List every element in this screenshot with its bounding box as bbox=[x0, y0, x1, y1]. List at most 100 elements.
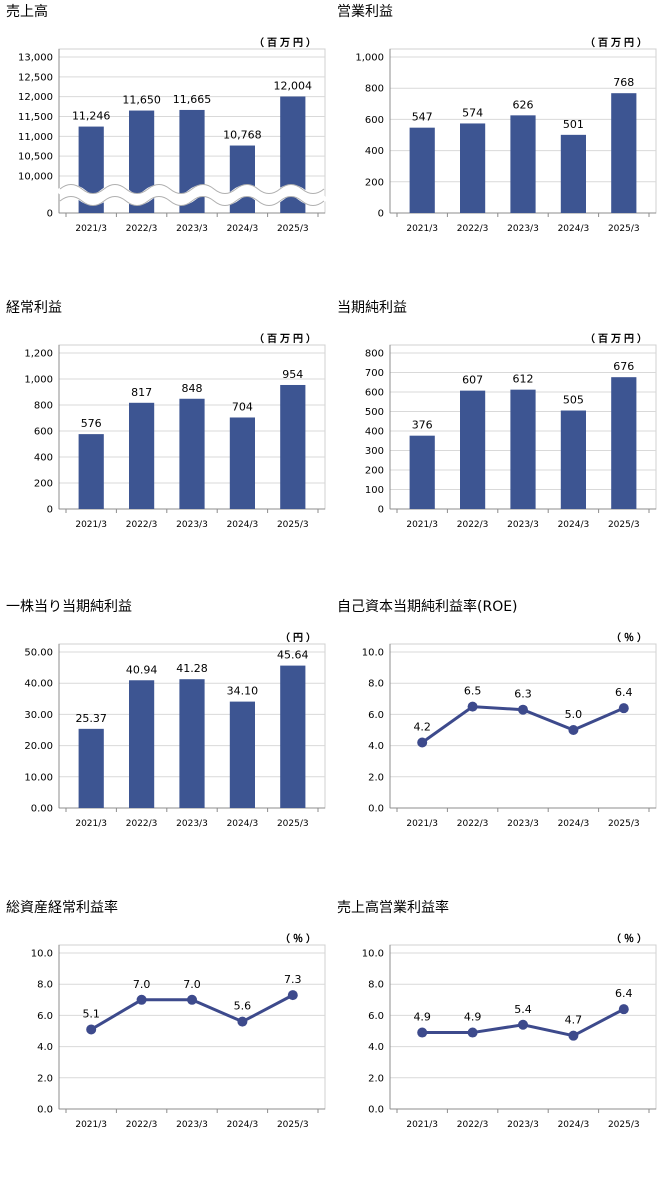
data-label: 817 bbox=[131, 386, 152, 399]
y-tick-label: 12,000 bbox=[18, 92, 53, 103]
y-tick-label: 20.00 bbox=[24, 741, 53, 752]
data-point bbox=[467, 1027, 478, 1038]
axis-break-line bbox=[59, 196, 325, 206]
bar bbox=[78, 434, 104, 509]
bar bbox=[78, 728, 104, 808]
y-tick-label: 8.0 bbox=[368, 980, 384, 991]
data-label: 626 bbox=[513, 98, 534, 111]
chart-plot: 0.0 2.0 4.0 6.0 8.0 10.0 2021/3 2022/3 2023/3 202… bbox=[362, 643, 657, 829]
data-label: 4.7 bbox=[565, 1014, 583, 1027]
x-tick-label: 2024/3 bbox=[227, 1120, 259, 1130]
bar bbox=[409, 127, 435, 213]
axis-break-line bbox=[59, 184, 325, 194]
y-tick-label: 300 bbox=[365, 446, 384, 457]
y-tick-label: 4.0 bbox=[368, 1042, 384, 1053]
x-tick-label: 2023/3 bbox=[507, 1120, 539, 1130]
data-point bbox=[86, 1024, 97, 1035]
y-tick-label: 10.0 bbox=[362, 949, 384, 960]
data-label: 954 bbox=[282, 368, 303, 381]
x-tick-label: 2023/3 bbox=[176, 520, 208, 530]
chart-unit-label: （百万円） bbox=[254, 38, 319, 49]
chart-panel-sales: 売上高 （百万円） 10,000 10,500 11,000 11,500 12,000… bbox=[0, 2, 331, 302]
bar bbox=[560, 134, 586, 213]
chart-panel-roe: 自己資本当期純利益率(ROE) （％） 0.0 2.0 4.0 6.0 8.0 10.0 2… bbox=[331, 597, 662, 897]
bar bbox=[280, 384, 306, 509]
data-point bbox=[237, 1016, 248, 1027]
y-tick-label: 600 bbox=[365, 388, 384, 399]
data-label: 11,665 bbox=[173, 93, 212, 106]
bar bbox=[611, 93, 637, 213]
y-tick-label: 200 bbox=[365, 466, 384, 477]
data-point bbox=[287, 990, 298, 1001]
y-tick-label: 11,000 bbox=[18, 132, 53, 143]
bar bbox=[510, 389, 536, 509]
x-tick-label: 2022/3 bbox=[457, 520, 489, 530]
x-tick-label: 2024/3 bbox=[558, 1120, 590, 1130]
x-tick-label: 2025/3 bbox=[277, 520, 309, 530]
y-tick-label: 0.0 bbox=[368, 804, 384, 815]
x-tick-label: 2024/3 bbox=[558, 819, 590, 829]
x-tick-label: 2022/3 bbox=[457, 1120, 489, 1130]
y-tick-label: 0 bbox=[47, 505, 53, 516]
x-tick-label: 2023/3 bbox=[176, 1120, 208, 1130]
data-label: 6.4 bbox=[615, 686, 633, 699]
chart-plot: 0 200 400 600 800 1,000 1,200 2021/3 2022/3 2023/… bbox=[24, 344, 326, 530]
y-tick-label: 8.0 bbox=[368, 679, 384, 690]
y-tick-label: 0.00 bbox=[31, 804, 53, 815]
y-tick-label: 700 bbox=[365, 368, 384, 379]
bar bbox=[611, 377, 637, 509]
y-tick-label: 0 bbox=[378, 209, 384, 220]
data-point bbox=[568, 1030, 579, 1041]
chart-panel-eps: 一株当り当期純利益 （円） 0.00 10.00 20.00 30.00 40.00 50… bbox=[0, 597, 331, 897]
chart-title: 営業利益 bbox=[337, 4, 393, 20]
x-tick-label: 2021/3 bbox=[75, 819, 107, 829]
bar bbox=[229, 417, 255, 509]
data-label: 607 bbox=[462, 374, 483, 387]
y-tick-label: 10.00 bbox=[24, 772, 53, 783]
y-tick-label: 4.0 bbox=[37, 1042, 53, 1053]
data-label: 41.28 bbox=[176, 662, 208, 675]
chart-plot: 0.0 2.0 4.0 6.0 8.0 10.0 2021/3 2022/3 2023/3 202… bbox=[362, 944, 657, 1130]
data-point bbox=[467, 701, 478, 712]
chart-panel-ordinary-income: 経常利益 （百万円） 0 200 400 600 800 1,000 1,200 2021/3… bbox=[0, 298, 331, 598]
y-tick-label: 6.0 bbox=[37, 1011, 53, 1022]
x-tick-label: 2022/3 bbox=[126, 819, 158, 829]
y-tick-label: 11,500 bbox=[18, 112, 53, 123]
chart-panel-operating-margin: 売上高営業利益率 （％） 0.0 2.0 4.0 6.0 8.0 10.0 2021/3 20… bbox=[331, 898, 662, 1198]
chart-unit-label: （百万円） bbox=[585, 334, 650, 345]
data-label: 6.3 bbox=[514, 688, 532, 701]
data-label: 12,004 bbox=[274, 80, 313, 93]
y-tick-label: 1,000 bbox=[24, 375, 53, 386]
data-label: 11,650 bbox=[122, 94, 161, 107]
chart-panel-net-income: 当期純利益 （百万円） 0 100 200 300 400 500 600 700 800 202… bbox=[331, 298, 662, 598]
chart-plot: 0 200 400 600 800 1,000 2021/3 2022/3 2023/3 2024… bbox=[355, 48, 657, 234]
y-tick-label: 0.0 bbox=[37, 1105, 53, 1116]
x-tick-label: 2025/3 bbox=[608, 1120, 640, 1130]
x-tick-label: 2022/3 bbox=[457, 224, 489, 234]
data-label: 501 bbox=[563, 118, 584, 131]
data-point bbox=[568, 725, 579, 735]
y-tick-label: 1,000 bbox=[355, 53, 384, 64]
bar bbox=[510, 115, 536, 213]
chart-unit-label: （％） bbox=[611, 934, 650, 945]
bar bbox=[560, 410, 586, 509]
bar bbox=[460, 123, 486, 213]
y-tick-label: 2.0 bbox=[368, 772, 384, 783]
data-point bbox=[518, 1019, 528, 1030]
chart-panel-operating-income: 営業利益 （百万円） 0 200 400 600 800 1,000 2021/3 2022/… bbox=[331, 2, 662, 302]
data-label: 5.0 bbox=[565, 708, 583, 721]
y-tick-label: 4.0 bbox=[368, 741, 384, 752]
bar bbox=[179, 679, 205, 808]
x-tick-label: 2023/3 bbox=[176, 224, 208, 234]
y-tick-label: 50.00 bbox=[24, 648, 53, 659]
y-tick-label: 40.00 bbox=[24, 679, 53, 690]
x-tick-label: 2025/3 bbox=[608, 520, 640, 530]
chart-unit-label: （百万円） bbox=[254, 334, 319, 345]
chart-unit-label: （％） bbox=[280, 934, 319, 945]
chart-title: 売上高営業利益率 bbox=[337, 900, 449, 916]
chart-title: 一株当り当期純利益 bbox=[6, 599, 132, 615]
y-tick-label: 2.0 bbox=[37, 1073, 53, 1084]
x-tick-label: 2023/3 bbox=[507, 819, 539, 829]
data-label: 376 bbox=[412, 419, 433, 432]
x-tick-label: 2025/3 bbox=[608, 224, 640, 234]
